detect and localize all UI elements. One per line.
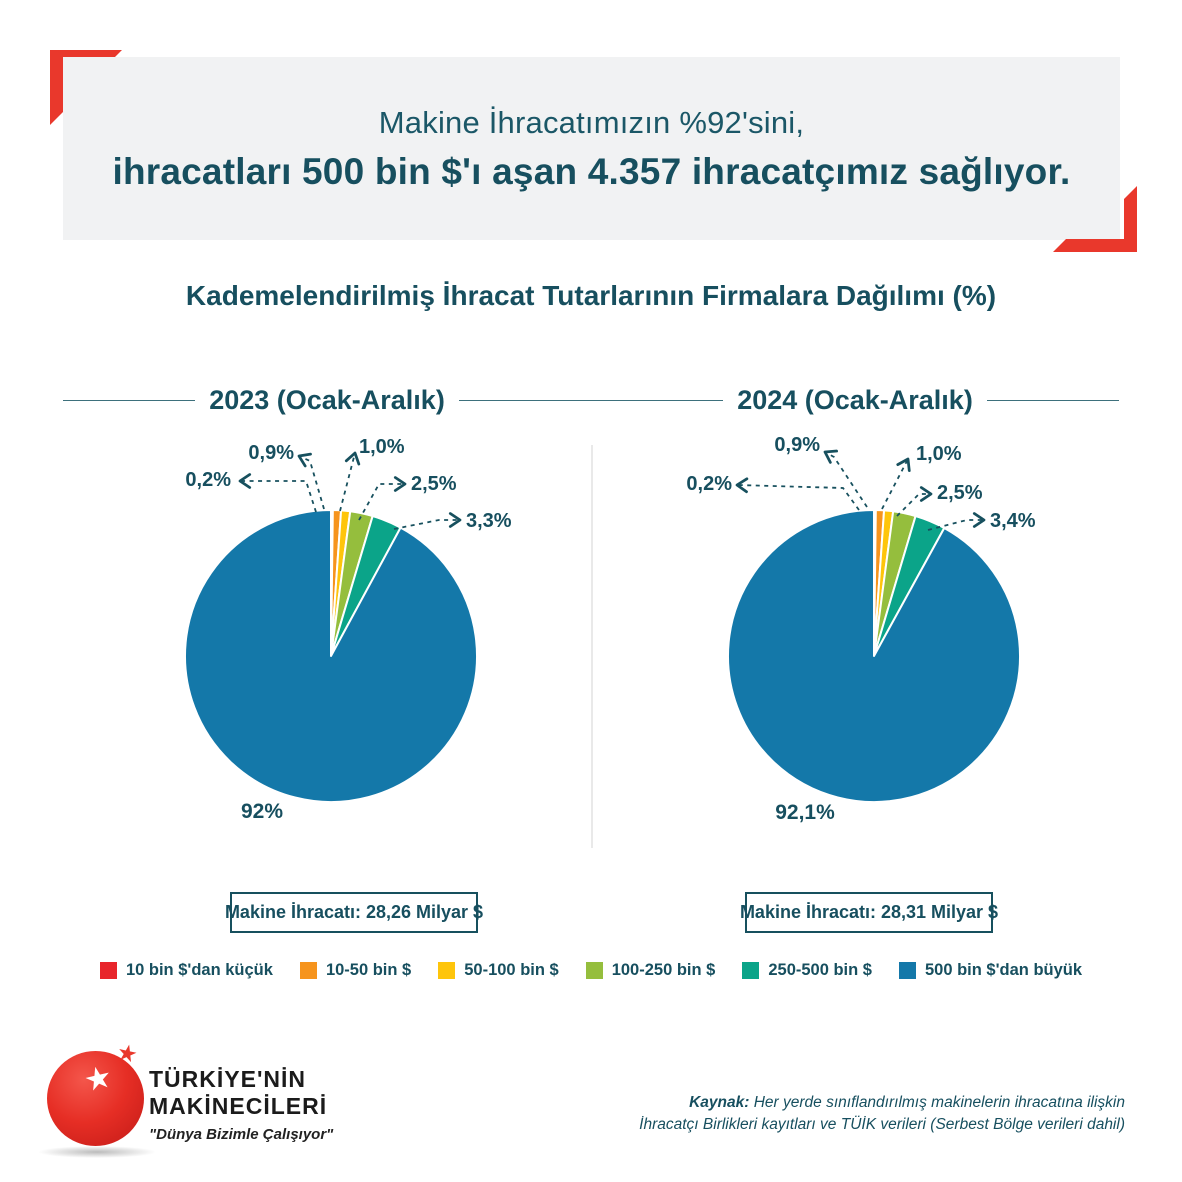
big-slice-label: 92% <box>241 800 283 823</box>
legend-swatch-blue <box>898 962 916 979</box>
logo-line-1: TÜRKİYE'NİN <box>149 1066 307 1092</box>
slice-label: 0,2% <box>686 473 732 495</box>
legend-item: 250-500 bin $ <box>742 961 872 980</box>
callout-line <box>238 473 317 513</box>
legend-label: 500 bin $'dan büyük <box>924 961 1083 979</box>
source-line-1: Her yerde sınıflandırılmış makinelerin i… <box>753 1094 1125 1111</box>
big-slice-label: 92,1% <box>775 801 835 824</box>
slice-label: 0,9% <box>774 434 820 456</box>
chart-divider-line <box>591 445 593 848</box>
callout-line <box>823 449 868 508</box>
chart-title-row-2024: 2024 (Ocak-Aralık) <box>591 382 1120 418</box>
slice-label: 2,5% <box>411 473 457 495</box>
callout-line <box>297 452 325 510</box>
legend-swatch-green <box>585 962 603 979</box>
logo-line-2: MAKİNECİLERİ <box>149 1093 328 1120</box>
slice-label: 0,9% <box>248 442 294 464</box>
pie-slice-5 <box>184 509 478 803</box>
title-rule-right <box>458 399 592 401</box>
legend-label: 10 bin $'dan küçük <box>125 961 273 979</box>
callout-line <box>927 512 986 531</box>
slice-label: 3,4% <box>990 510 1036 532</box>
callout-line <box>896 486 933 517</box>
logo-shadow <box>38 1146 156 1158</box>
legend-item: 10-50 bin $ <box>299 961 412 980</box>
slice-label: 2,5% <box>937 482 983 504</box>
header-panel: Makine İhracatımızın %92'sini, ihracatla… <box>63 57 1120 240</box>
legend-swatch-red <box>99 962 117 979</box>
legend-item: 10 bin $'dan küçük <box>99 961 273 980</box>
legend-swatch-orange <box>299 962 317 979</box>
logo-slogan: "Dünya Bizimle Çalışıyor" <box>149 1126 334 1144</box>
legend: 10 bin $'dan küçük 10-50 bin $ 50-100 bi… <box>0 961 1182 980</box>
page-title: Kademelendirilmiş İhracat Tutarlarının F… <box>185 280 997 311</box>
logo-wordmark: TÜRKİYE'NİN MAKİNECİLERİ "Dünya Bizimle … <box>149 1066 333 1143</box>
legend-item: 500 bin $'dan büyük <box>898 961 1083 980</box>
title-rule-left <box>591 399 724 401</box>
legend-label: 50-100 bin $ <box>464 961 559 979</box>
chart-title-2023: 2023 (Ocak-Aralık) <box>209 384 445 415</box>
export-total-box-2024: Makine İhracatı: 28,31 Milyar $ <box>740 892 998 933</box>
pie-chart-2024: 0,2% 0,9% 1,0% 2,5% 3,4% 92,1% <box>686 434 1036 824</box>
header-line-1: Makine İhracatımızın %92'sini, <box>378 104 805 140</box>
red-star-icon: ★ <box>114 1038 141 1068</box>
legend-item: 50-100 bin $ <box>438 961 559 980</box>
callout-line <box>393 512 462 530</box>
legend-swatch-yellow <box>438 962 456 979</box>
slice-label: 1,0% <box>916 443 962 465</box>
slice-label: 1,0% <box>359 436 405 458</box>
chart-title-row-2023: 2023 (Ocak-Aralık) <box>63 382 592 418</box>
slice-label: 0,2% <box>185 469 231 491</box>
callout-line <box>339 451 361 512</box>
legend-item: 100-250 bin $ <box>585 961 716 980</box>
source-line-2: İhracatçı Birlikleri kayıtları ve TÜİK v… <box>639 1115 1125 1133</box>
legend-swatch-teal <box>742 962 760 979</box>
legend-label: 10-50 bin $ <box>325 961 412 979</box>
title-rule-right <box>986 399 1120 401</box>
logo-red-sphere <box>47 1051 144 1146</box>
slice-label: 3,3% <box>466 510 512 532</box>
chart-title-2024: 2024 (Ocak-Aralık) <box>737 384 973 415</box>
legend-label: 250-500 bin $ <box>768 961 872 979</box>
header-line-2: ihracatları 500 bin $'ı aşan 4.357 ihrac… <box>112 150 1071 192</box>
export-total-box-2023: Makine İhracatı: 28,26 Milyar $ <box>225 892 483 933</box>
pie-slice-5 <box>727 509 1021 803</box>
callout-line <box>735 477 860 511</box>
source-label: Kaynak: <box>689 1094 750 1111</box>
legend-label: 100-250 bin $ <box>611 961 716 979</box>
source-note: Kaynak: Her yerde sınıflandırılmış makin… <box>565 1092 1125 1135</box>
title-rule-left <box>63 399 196 401</box>
pie-chart-2023: 0,2% 0,9% 1,0% 2,5% 3,3% 92% <box>184 436 512 823</box>
callout-line <box>881 457 911 510</box>
